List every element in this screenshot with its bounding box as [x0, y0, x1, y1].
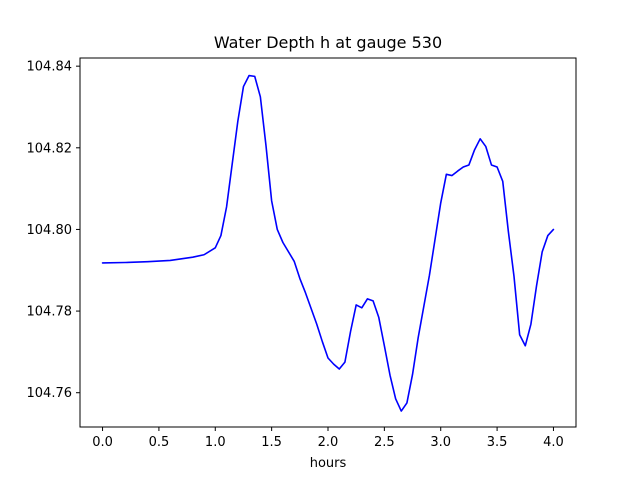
y-tick-label: 104.76	[27, 386, 73, 401]
x-tick-label: 0.5	[149, 435, 170, 450]
axes-layer: 0.0 0.5 1.0 1.5 2.0 2.5 3.0 3.5 4.0 104.76 104.78 1…	[27, 57, 577, 450]
x-tick-label: 3.0	[430, 435, 451, 450]
y-tick-label: 104.80	[27, 223, 73, 238]
chart-title: Water Depth h at gauge 530	[214, 33, 442, 52]
series-line-0	[101, 74, 555, 412]
y-tick-label: 104.84	[27, 60, 73, 75]
x-tick-label: 3.5	[487, 435, 508, 450]
plot-data-layer	[101, 74, 555, 412]
x-axis-label: hours	[310, 456, 347, 471]
x-tick-label: 2.0	[318, 435, 339, 450]
x-tick-label: 1.5	[261, 435, 282, 450]
x-tick-label: 4.0	[543, 435, 564, 450]
x-tick-label: 2.5	[374, 435, 395, 450]
y-tick-label: 104.78	[27, 305, 73, 320]
x-tick-label: 0.0	[92, 435, 113, 450]
x-tick-label: 1.0	[205, 435, 226, 450]
y-tick-label: 104.82	[27, 141, 73, 156]
